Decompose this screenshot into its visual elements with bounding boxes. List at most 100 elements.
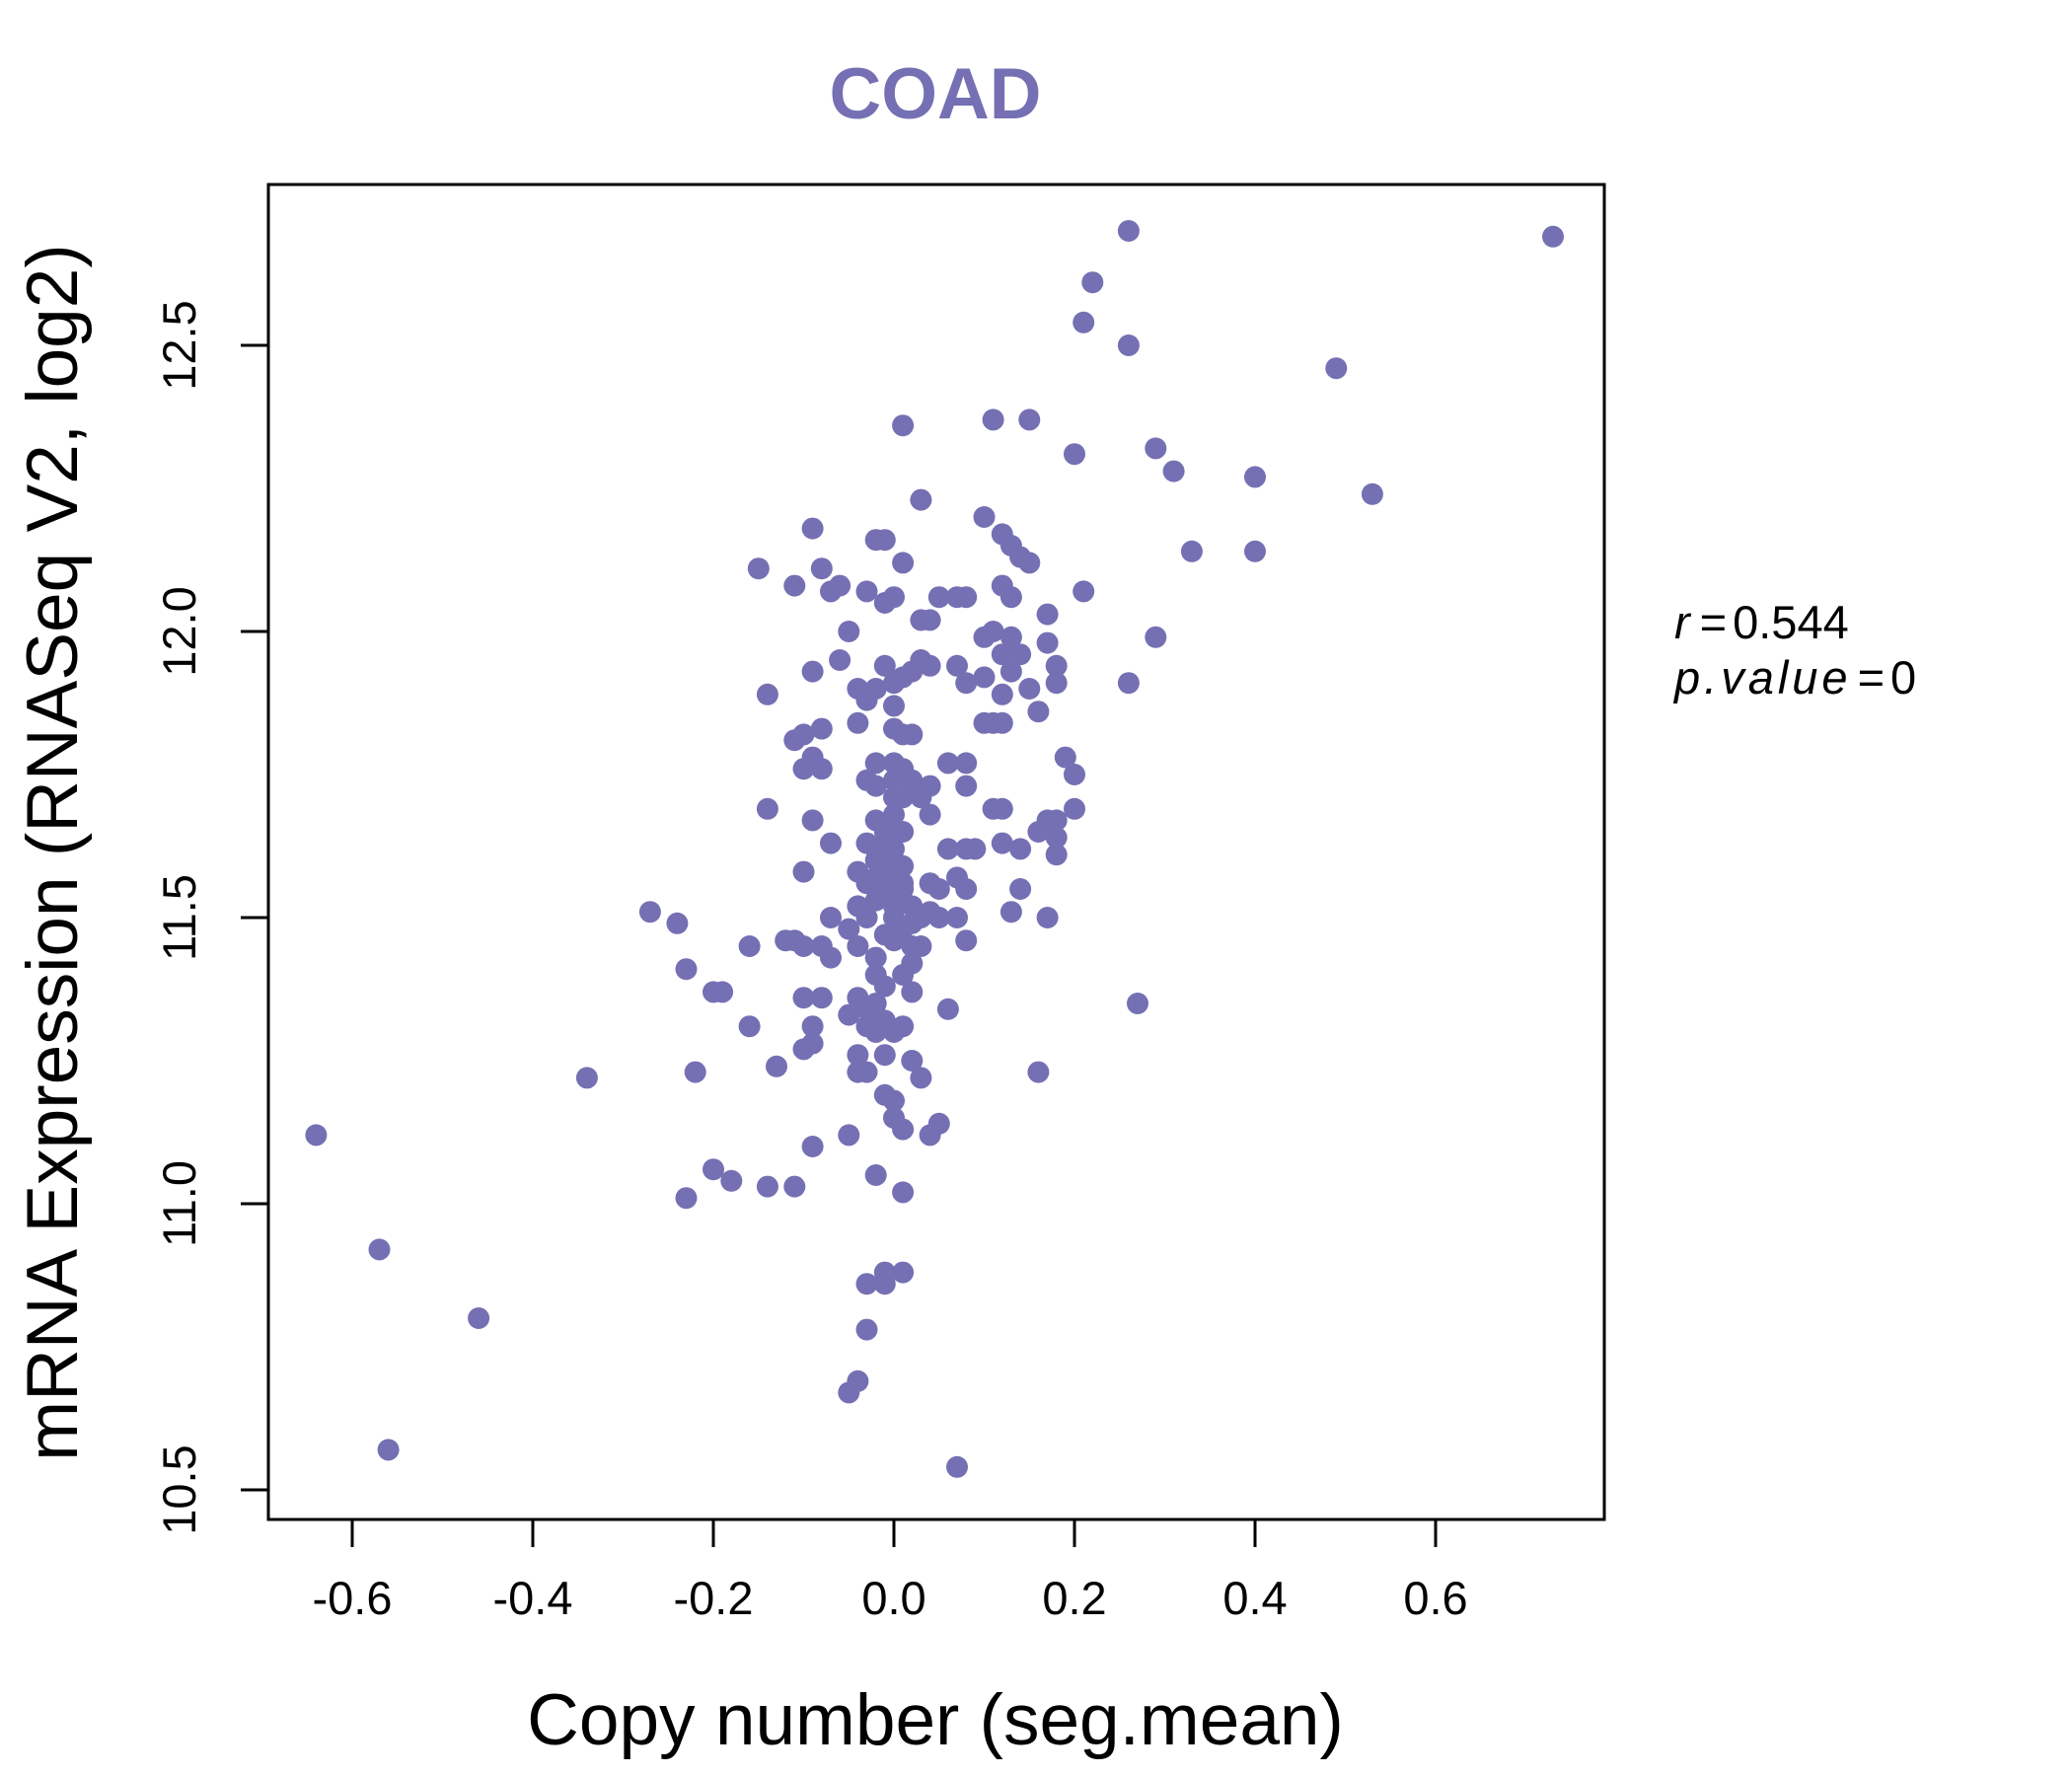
data-point xyxy=(738,935,761,957)
data-point xyxy=(666,912,689,934)
data-point xyxy=(1117,220,1140,242)
data-point xyxy=(847,935,869,957)
data-point xyxy=(991,797,1013,820)
data-point xyxy=(801,1015,824,1038)
data-point xyxy=(820,946,842,969)
data-point xyxy=(1244,466,1266,488)
data-point xyxy=(955,878,978,900)
data-point xyxy=(901,660,924,683)
data-point xyxy=(783,729,806,752)
y-axis-title: mRNA Expression (RNASeq V2, log2) xyxy=(13,244,93,1460)
data-point xyxy=(468,1307,490,1329)
data-point xyxy=(829,649,851,671)
data-point xyxy=(810,987,833,1009)
data-point xyxy=(838,918,860,940)
data-point xyxy=(1018,552,1041,574)
data-point xyxy=(703,1158,724,1181)
data-point xyxy=(883,1021,905,1043)
x-tick-label: 0.6 xyxy=(1403,1572,1467,1624)
data-point xyxy=(927,907,950,928)
data-point xyxy=(936,752,959,775)
data-point xyxy=(991,711,1013,734)
data-point xyxy=(910,488,932,511)
data-point xyxy=(982,621,1004,642)
x-axis: -0.6 -0.4 -0.2 0.0 0.2 0.4 0.6 xyxy=(313,1519,1468,1624)
p-value: 0 xyxy=(1890,651,1916,703)
correlation-annotation: r = 0.544 p.value = 0 xyxy=(1672,596,1916,703)
data-point xyxy=(1064,764,1085,785)
p-equals: = xyxy=(1858,651,1885,703)
x-axis-title: Copy number (seg.mean) xyxy=(527,1680,1344,1760)
data-point xyxy=(747,557,770,580)
data-point xyxy=(946,654,968,677)
data-point xyxy=(575,1067,598,1089)
data-point xyxy=(873,1044,896,1067)
data-point xyxy=(919,609,941,631)
r-label: r xyxy=(1674,596,1692,648)
data-point xyxy=(955,775,978,797)
data-point xyxy=(864,889,887,912)
data-point xyxy=(801,1136,824,1157)
data-point xyxy=(801,809,824,832)
data-point xyxy=(720,1169,743,1192)
data-point xyxy=(927,878,950,900)
data-point xyxy=(955,929,978,952)
x-tick-label: 0.2 xyxy=(1042,1572,1106,1624)
data-point xyxy=(892,821,915,843)
data-point xyxy=(883,1089,905,1112)
data-point xyxy=(305,1124,328,1147)
data-point xyxy=(1045,672,1068,695)
data-point xyxy=(820,580,842,603)
data-point xyxy=(1081,271,1104,294)
data-point xyxy=(1361,482,1383,505)
x-tick-label: 0.0 xyxy=(861,1572,925,1624)
data-point xyxy=(855,580,878,603)
data-point xyxy=(873,654,896,677)
data-point xyxy=(892,878,915,900)
data-point xyxy=(892,414,915,437)
data-point xyxy=(892,1261,915,1284)
data-point xyxy=(847,1044,869,1067)
data-point xyxy=(1036,907,1059,928)
data-point xyxy=(855,689,878,711)
r-annotation: r = 0.544 xyxy=(1674,596,1849,648)
data-point xyxy=(1064,443,1085,466)
data-point xyxy=(1036,603,1059,626)
data-point xyxy=(1036,631,1059,654)
x-tick-label: 0.4 xyxy=(1222,1572,1287,1624)
data-point xyxy=(1145,437,1167,460)
data-point xyxy=(368,1238,391,1261)
data-point xyxy=(1009,643,1032,666)
y-axis: 10.5 11.0 11.5 12.0 12.5 xyxy=(153,300,268,1535)
data-point xyxy=(1127,993,1148,1014)
data-point xyxy=(991,832,1013,854)
data-point xyxy=(756,683,778,705)
data-point xyxy=(738,1015,761,1038)
data-point xyxy=(892,1181,915,1204)
data-point xyxy=(883,695,905,717)
data-point xyxy=(1073,311,1095,333)
data-point xyxy=(873,821,896,843)
data-point xyxy=(973,506,996,528)
data-point xyxy=(801,517,824,540)
data-point xyxy=(919,803,941,826)
data-point xyxy=(1045,809,1068,832)
data-point xyxy=(919,654,941,677)
data-point xyxy=(675,958,698,981)
data-point xyxy=(901,981,924,1003)
data-point xyxy=(810,717,833,740)
data-point xyxy=(711,981,734,1003)
data-point xyxy=(684,1061,706,1083)
data-point xyxy=(792,860,815,883)
data-point xyxy=(873,1273,896,1295)
data-point xyxy=(892,786,915,809)
plot-frame xyxy=(266,183,1606,1521)
data-point xyxy=(1009,838,1032,860)
data-point xyxy=(783,1175,806,1198)
data-point xyxy=(982,408,1004,431)
r-value: 0.544 xyxy=(1733,596,1849,648)
data-point xyxy=(864,1164,887,1186)
data-point xyxy=(792,758,815,780)
data-point xyxy=(901,723,924,746)
r-equals: = xyxy=(1700,596,1727,648)
